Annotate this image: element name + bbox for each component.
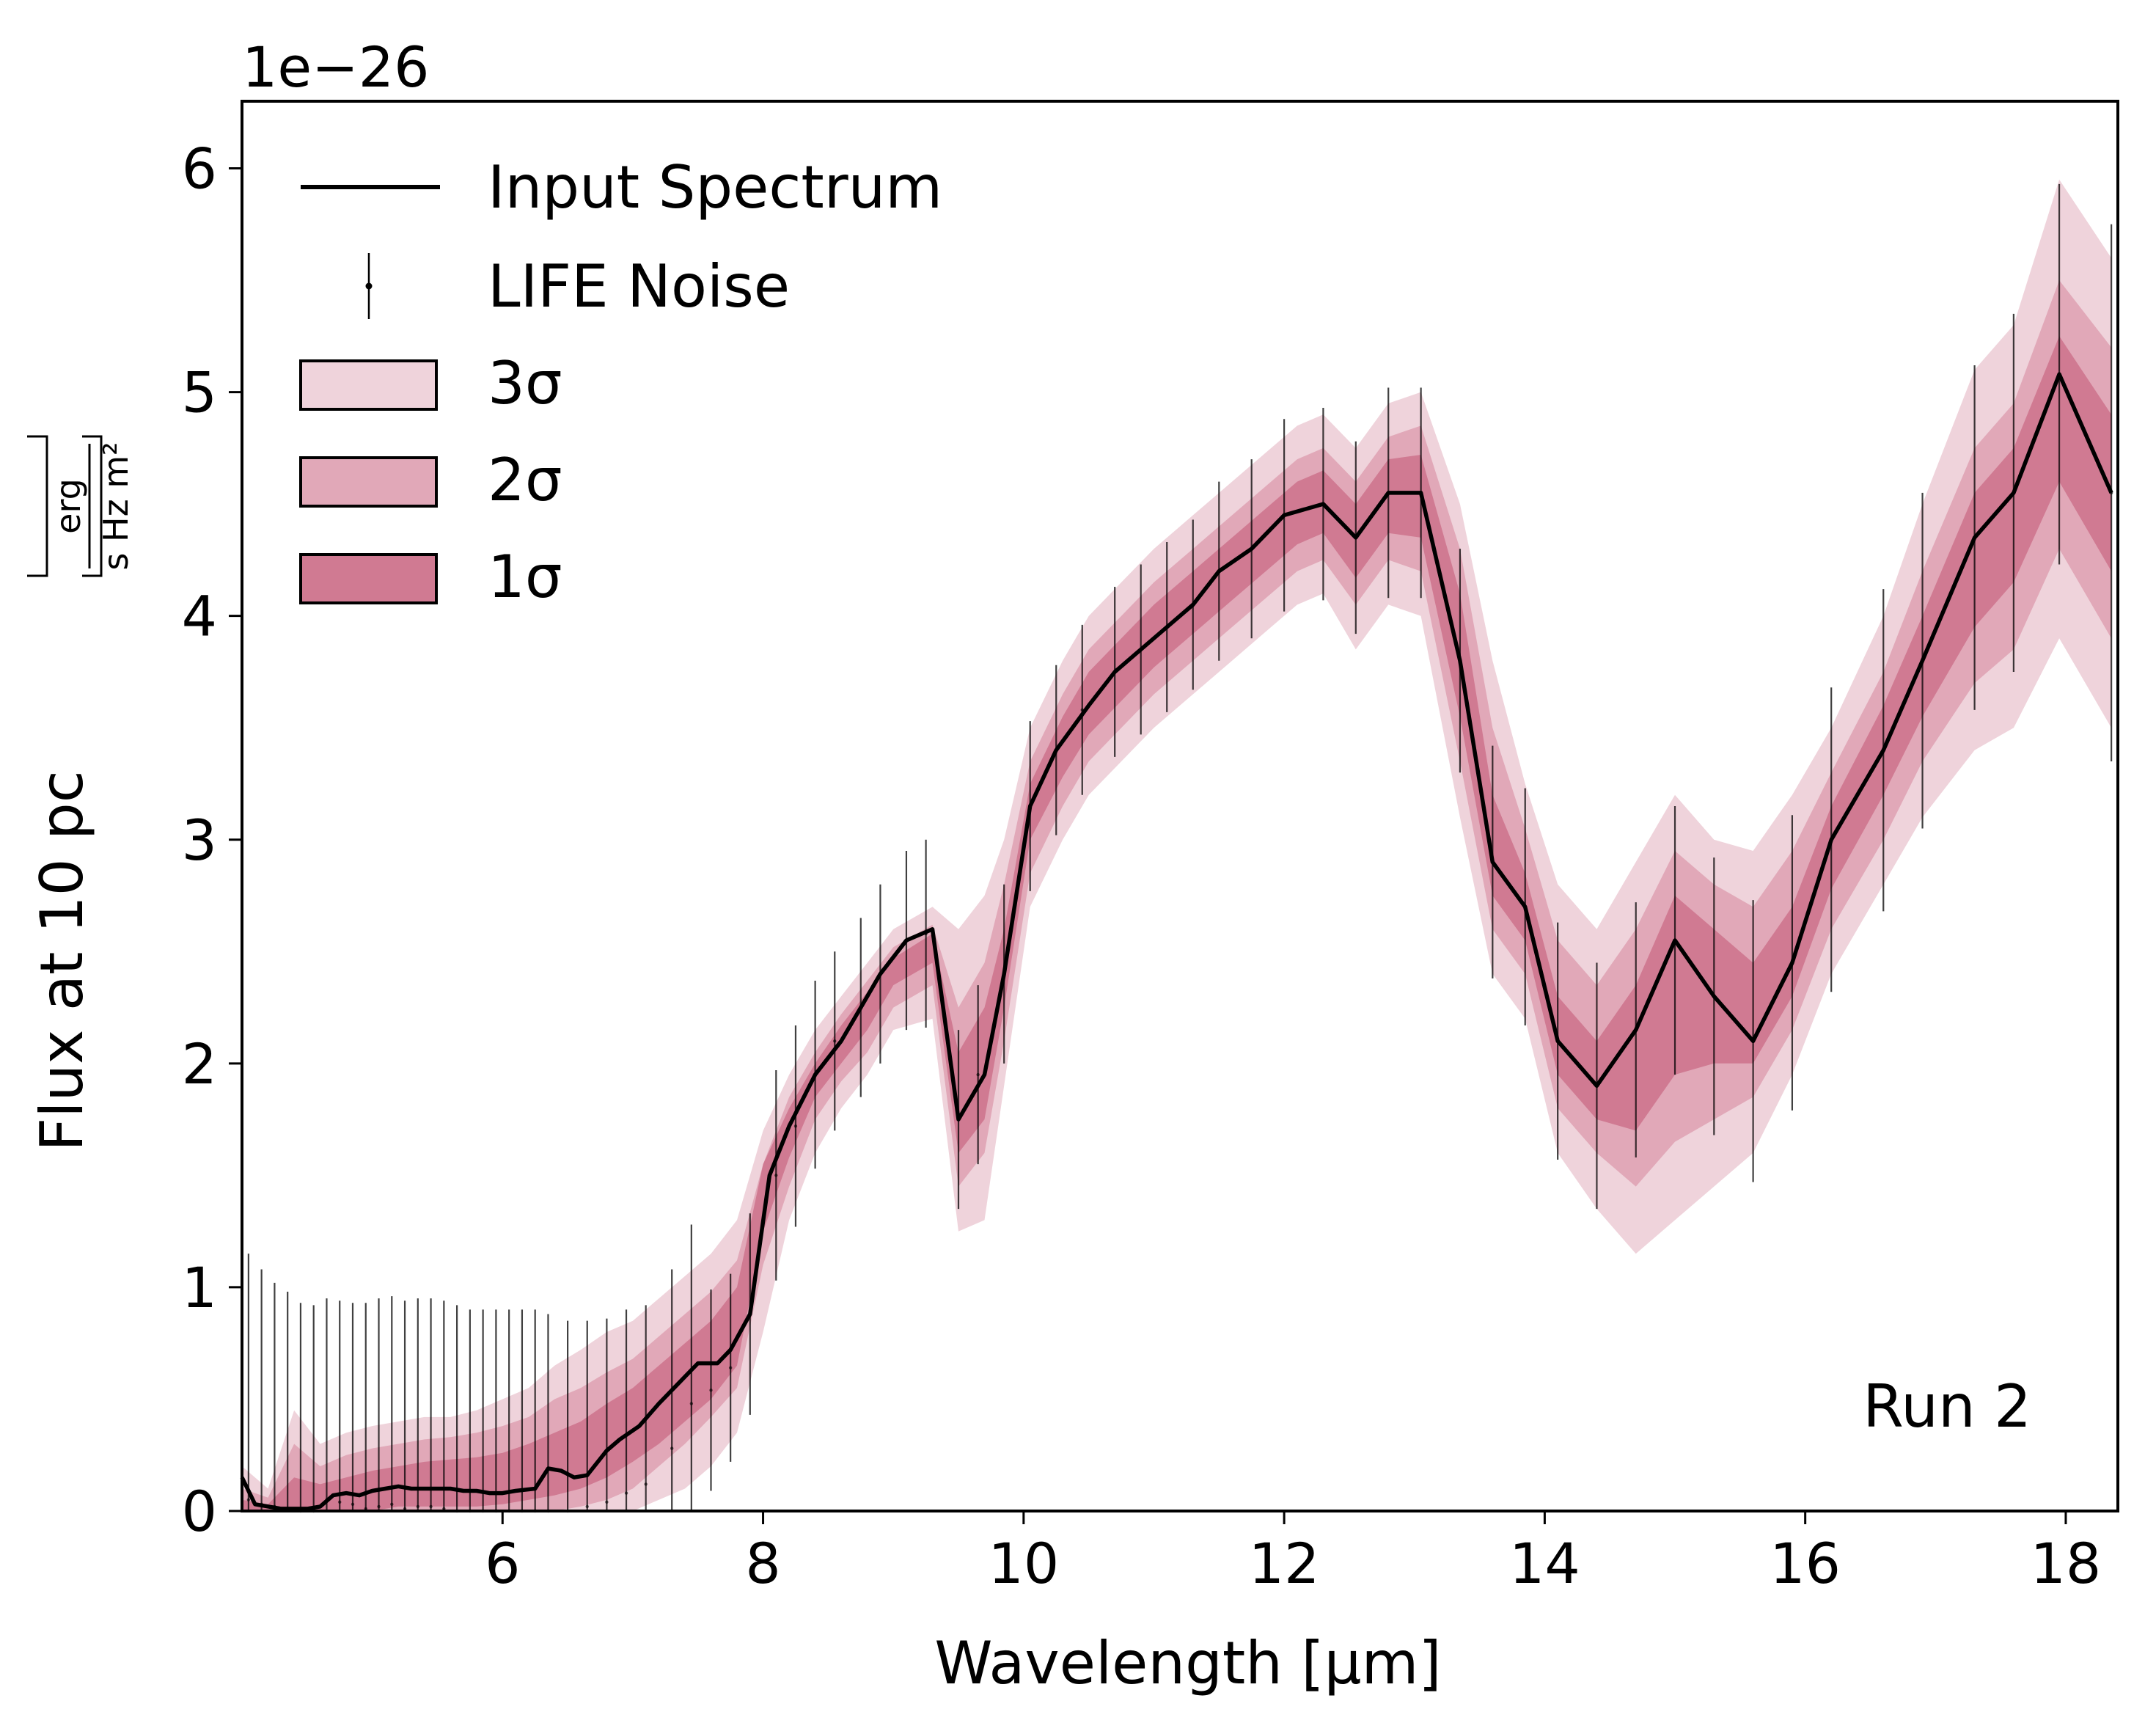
legend-swatch-2sigma [299, 456, 438, 508]
noise-point [670, 1446, 674, 1450]
noise-point [689, 1402, 694, 1405]
noise-point [976, 1072, 980, 1077]
y-tick-label: 6 [182, 136, 217, 202]
y-unit-bracket-right [82, 435, 103, 577]
band-3sigma [242, 179, 2112, 1511]
input-spectrum-layer [240, 372, 2113, 1511]
legend-item-3sigma: 3σ [299, 349, 562, 417]
legend-swatch-3sigma [299, 359, 438, 411]
input-spectrum-line [240, 372, 2113, 1511]
sigma-bands [242, 179, 2112, 1512]
x-axis-ticks: 6 8 10 12 14 16 18 [485, 1511, 2101, 1596]
x-tick-label: 16 [1770, 1531, 1841, 1596]
noise-point [644, 1482, 648, 1486]
offset-text: 1e−26 [242, 34, 430, 100]
noise-point [585, 1504, 589, 1509]
noise-point [793, 1124, 798, 1128]
y-axis-title: Flux at 10 pc erg s Hz m² [27, 435, 136, 1152]
x-tick-label: 8 [745, 1531, 780, 1596]
noise-point [429, 1504, 433, 1509]
y-tick-label: 2 [182, 1031, 217, 1097]
legend-label-1sigma: 1σ [488, 543, 562, 611]
noise-point [709, 1389, 713, 1392]
noise-point [624, 1491, 628, 1495]
legend-swatch-1sigma [299, 553, 438, 604]
y-unit-denominator: s Hz m² [96, 442, 136, 570]
y-tick-label: 3 [182, 808, 217, 873]
legend-item-input-spectrum: Input Spectrum [301, 153, 942, 222]
legend: Input Spectrum LIFE Noise 3σ 2σ 1σ [299, 153, 942, 611]
noise-point [774, 1174, 778, 1177]
y-unit-bracket-left [27, 435, 48, 577]
legend-item-life-noise: LIFE Noise [365, 252, 790, 321]
noise-point [338, 1500, 342, 1504]
y-tick-label: 4 [182, 584, 217, 649]
noise-point [416, 1504, 420, 1509]
noise-point [728, 1366, 733, 1369]
noise-point [351, 1502, 355, 1507]
x-tick-label: 18 [2031, 1531, 2102, 1596]
x-axis-title: Wavelength [μm] [934, 1629, 1441, 1697]
noise-point [605, 1500, 609, 1504]
y-axis-title-text: Flux at 10 pc [28, 770, 96, 1152]
legend-label-3sigma: 3σ [488, 349, 562, 417]
noise-point [390, 1502, 394, 1507]
legend-label-input-spectrum: Input Spectrum [488, 153, 942, 222]
plot-area [240, 179, 2113, 1513]
legend-errorbar-dot [365, 282, 373, 290]
x-tick-label: 10 [988, 1531, 1059, 1596]
x-tick-label: 6 [485, 1531, 520, 1596]
legend-item-1sigma: 1σ [299, 543, 562, 611]
noise-point [246, 1498, 251, 1501]
noise-point [833, 1039, 837, 1043]
x-tick-label: 14 [1509, 1531, 1580, 1596]
legend-item-2sigma: 2σ [299, 446, 562, 514]
legend-label-2sigma: 2σ [488, 446, 562, 514]
x-tick-label: 12 [1249, 1531, 1320, 1596]
axes-frame [241, 100, 2119, 1512]
y-tick-label: 5 [182, 360, 217, 425]
y-tick-label: 1 [182, 1255, 217, 1320]
legend-label-life-noise: LIFE Noise [488, 252, 790, 321]
y-unit-numerator: erg [48, 478, 88, 534]
y-tick-label: 0 [182, 1479, 217, 1544]
noise-point [377, 1504, 381, 1509]
y-axis-ticks: 0 1 2 3 4 5 6 [182, 136, 242, 1544]
run-annotation: Run 2 [1863, 1372, 2031, 1441]
